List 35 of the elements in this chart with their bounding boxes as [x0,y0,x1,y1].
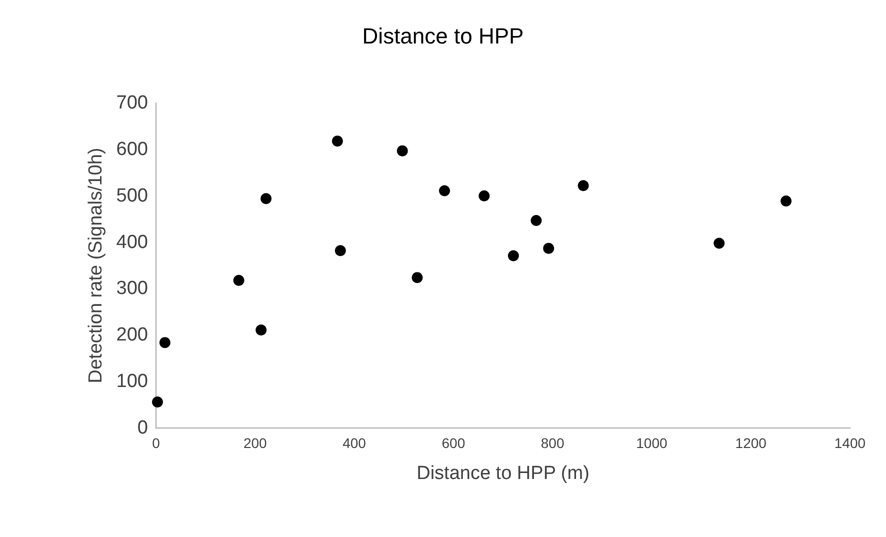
point [256,324,267,336]
point [412,272,423,284]
x-axis-title: Distance to HPP (m) [416,463,590,484]
x-tick-label: 1000 [636,435,668,451]
y-tick-label: 100 [116,371,148,392]
point [508,250,519,262]
point [260,193,272,204]
point [334,245,346,256]
x-tick-label: 200 [243,435,268,451]
point [478,190,490,202]
x-tick-label: 800 [540,435,564,451]
x-tick-label: 1200 [735,435,767,451]
y-tick-label: 600 [116,138,148,160]
point [233,274,244,286]
point [714,238,725,249]
y-axis-title: Detection rate (Signals/10h) [85,148,106,384]
x-tick-label: 0 [152,435,160,451]
y-tick-label: 500 [116,185,148,206]
chart-title: Distance to HPP [362,24,524,48]
y-tick-label: 400 [116,232,148,253]
y-tick-label: 300 [116,278,148,300]
x-tick-label: 400 [342,435,366,451]
y-tick-label: 700 [116,92,148,114]
point [543,242,554,254]
point [439,185,450,196]
point [396,145,408,156]
y-tick-label: 200 [116,324,148,346]
point [530,214,542,226]
point [159,337,170,348]
x-tick-label: 600 [442,435,466,451]
x-tick-label: 1400 [834,435,866,451]
point [578,180,589,192]
point [780,195,792,206]
point [332,136,343,147]
point [152,396,163,408]
